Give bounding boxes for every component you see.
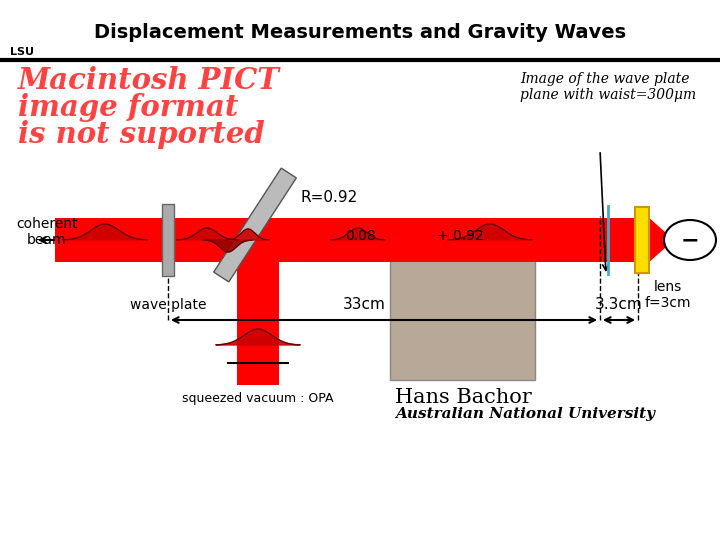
Text: wave plate: wave plate [130,298,206,312]
Text: + 0.92: + 0.92 [436,229,483,243]
Polygon shape [177,228,237,240]
Text: Hans Bachor: Hans Bachor [395,388,532,407]
Text: Australian National University: Australian National University [395,407,655,421]
Text: Image of the wave plate
plane with waist=300μm: Image of the wave plate plane with waist… [520,72,696,102]
Polygon shape [638,208,674,272]
Text: Macintosh PICT: Macintosh PICT [18,66,280,95]
Polygon shape [204,240,252,252]
Polygon shape [63,224,147,240]
Text: lens
f=3cm: lens f=3cm [644,280,691,310]
Text: coherent
beam: coherent beam [16,217,78,247]
Polygon shape [227,229,269,240]
Polygon shape [331,228,385,240]
Text: LSU: LSU [10,47,34,57]
Bar [162,204,174,276]
Text: R=0.92: R=0.92 [300,191,357,206]
Text: is not suported: is not suported [18,120,265,149]
Text: squeezed vacuum : OPA: squeezed vacuum : OPA [182,392,334,405]
Bar [237,262,279,385]
Text: image format: image format [18,93,238,122]
Text: Displacement Measurements and Gravity Waves: Displacement Measurements and Gravity Wa… [94,23,626,42]
Ellipse shape [664,220,716,260]
Polygon shape [214,168,297,282]
Polygon shape [216,329,300,345]
Bar [390,260,535,380]
Polygon shape [448,224,532,240]
Text: 0.08: 0.08 [345,229,375,243]
Bar [55,218,638,262]
Text: 3.3cm: 3.3cm [595,297,643,312]
Text: −: − [680,230,699,250]
Text: 33cm: 33cm [343,297,385,312]
Bar [0,0,720,60]
Bar [635,207,649,273]
